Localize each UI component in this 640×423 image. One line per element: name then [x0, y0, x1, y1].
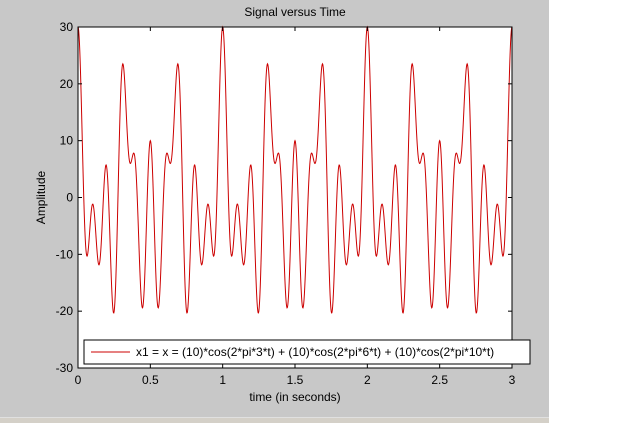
- legend-entry-x1: x1 = x = (10)*cos(2*pi*3*t) + (10)*cos(2…: [136, 345, 494, 359]
- x-tick-label: 3: [509, 373, 516, 387]
- x-tick-label: 2.5: [431, 373, 448, 387]
- x-tick-label: 0.5: [142, 373, 159, 387]
- x-axis-ticks: 0 0.5 1 1.5 2 2.5 3: [75, 27, 516, 387]
- y-tick-label: 30: [60, 20, 74, 34]
- y-tick-label: 10: [60, 134, 74, 148]
- x-tick-label: 2: [364, 373, 371, 387]
- x-tick-label: 1: [219, 373, 226, 387]
- x-tick-label: 0: [75, 373, 82, 387]
- figure-bottom-edge: [0, 417, 549, 423]
- figure-window: 0 0.5 1 1.5 2 2.5 3 -30 -20 -10 0 10 20 30 Signal ve…: [0, 0, 549, 423]
- chart-title: Signal versus Time: [244, 5, 346, 19]
- y-tick-label: 0: [66, 191, 73, 205]
- y-axis-ticks: -30 -20 -10 0 10 20 30: [56, 20, 512, 375]
- x-axis-label: time (in seconds): [249, 390, 340, 404]
- y-tick-label: 20: [60, 77, 74, 91]
- y-tick-label: -30: [56, 361, 74, 375]
- x-tick-label: 1.5: [287, 373, 304, 387]
- series-layer: [77, 25, 513, 314]
- series-line-x1: [77, 25, 513, 314]
- chart-svg: 0 0.5 1 1.5 2 2.5 3 -30 -20 -10 0 10 20 30 Signal ve…: [34, 5, 531, 404]
- legend-box: [83, 339, 531, 365]
- plot-area: [78, 27, 512, 368]
- y-axis-label: Amplitude: [34, 171, 48, 225]
- y-tick-label: -20: [56, 304, 74, 318]
- y-tick-label: -10: [56, 247, 74, 261]
- legend[interactable]: x1 = x = (10)*cos(2*pi*3*t) + (10)*cos(2…: [83, 339, 531, 365]
